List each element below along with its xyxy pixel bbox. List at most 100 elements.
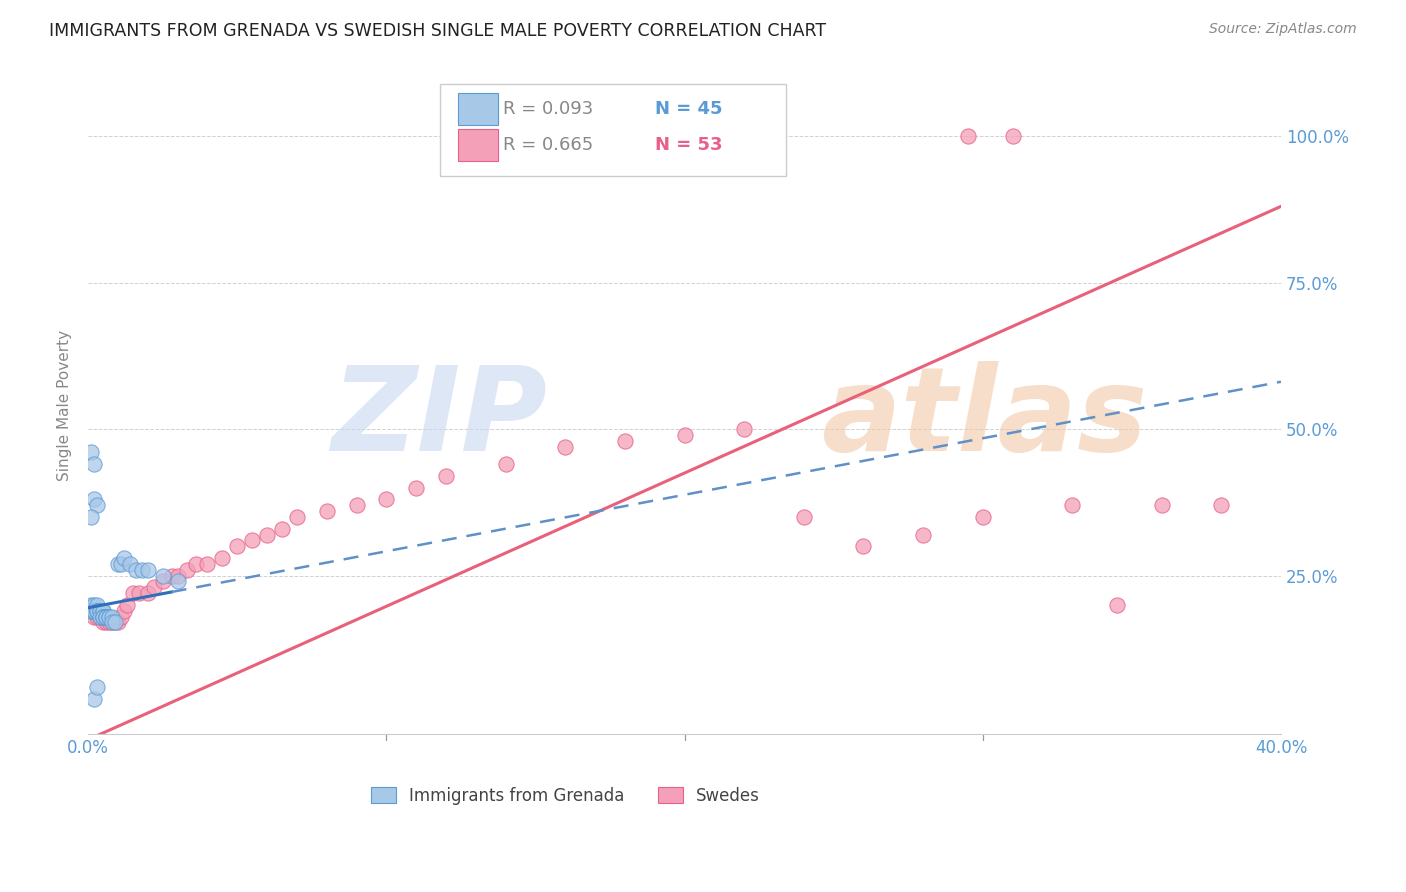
FancyBboxPatch shape <box>440 84 786 176</box>
Point <box>956 129 979 144</box>
Point <box>104 615 127 630</box>
Point <box>91 604 114 618</box>
Point <box>375 492 398 507</box>
Text: N = 53: N = 53 <box>655 136 723 154</box>
Point <box>136 563 159 577</box>
Point <box>128 586 150 600</box>
Point <box>122 586 145 600</box>
Point <box>91 604 114 618</box>
Legend: Immigrants from Grenada, Swedes: Immigrants from Grenada, Swedes <box>363 778 768 813</box>
Point <box>112 551 135 566</box>
Point <box>110 557 132 571</box>
Text: ZIP: ZIP <box>332 361 547 476</box>
Point <box>86 680 108 694</box>
Point <box>94 615 117 630</box>
Point <box>495 457 517 471</box>
Point <box>83 598 105 612</box>
Point <box>83 604 105 618</box>
Text: IMMIGRANTS FROM GRENADA VS SWEDISH SINGLE MALE POVERTY CORRELATION CHART: IMMIGRANTS FROM GRENADA VS SWEDISH SINGL… <box>49 22 827 40</box>
Point <box>94 609 117 624</box>
Point <box>142 580 165 594</box>
Point <box>131 563 153 577</box>
Point <box>86 604 108 618</box>
Point <box>101 609 124 624</box>
Point <box>89 609 111 624</box>
Point <box>673 428 696 442</box>
Point <box>125 563 148 577</box>
Point <box>152 568 174 582</box>
Point <box>346 498 368 512</box>
Point <box>83 604 105 618</box>
Point <box>80 598 103 612</box>
Point <box>86 604 108 618</box>
Point <box>86 498 108 512</box>
Point <box>197 557 219 571</box>
Point <box>80 604 103 618</box>
Point <box>101 615 124 630</box>
Point <box>91 609 114 624</box>
Point <box>94 609 117 624</box>
Point <box>434 469 457 483</box>
Point <box>136 586 159 600</box>
Point <box>86 604 108 618</box>
Point <box>89 609 111 624</box>
Point <box>107 557 129 571</box>
FancyBboxPatch shape <box>458 93 499 126</box>
Point <box>83 492 105 507</box>
Point <box>1062 498 1084 512</box>
Point <box>1001 129 1024 144</box>
Point <box>315 504 337 518</box>
Point <box>86 598 108 612</box>
Point <box>613 434 636 448</box>
Point <box>240 533 263 548</box>
Point <box>256 527 278 541</box>
Point <box>972 510 994 524</box>
FancyBboxPatch shape <box>458 128 499 161</box>
Point <box>160 568 183 582</box>
Point <box>98 609 121 624</box>
Point <box>107 615 129 630</box>
Point <box>86 604 108 618</box>
Point <box>226 539 249 553</box>
Point <box>793 510 815 524</box>
Text: R = 0.665: R = 0.665 <box>503 136 593 154</box>
Point <box>1211 498 1233 512</box>
Point <box>91 615 114 630</box>
Point <box>405 481 427 495</box>
Point <box>118 557 141 571</box>
Point <box>285 510 308 524</box>
Point <box>554 440 576 454</box>
Point <box>1150 498 1173 512</box>
Point <box>91 609 114 624</box>
Point <box>80 510 103 524</box>
Point <box>89 604 111 618</box>
Point <box>83 457 105 471</box>
Point <box>91 609 114 624</box>
Point <box>271 522 294 536</box>
Point <box>110 609 132 624</box>
Point <box>98 615 121 630</box>
Point <box>89 609 111 624</box>
Point <box>166 568 188 582</box>
Point <box>152 574 174 589</box>
Point <box>80 445 103 459</box>
Point <box>89 604 111 618</box>
Point <box>86 609 108 624</box>
Point <box>176 563 198 577</box>
Point <box>86 604 108 618</box>
Point <box>94 609 117 624</box>
Point <box>184 557 207 571</box>
Y-axis label: Single Male Poverty: Single Male Poverty <box>58 330 72 481</box>
Point <box>115 598 138 612</box>
Text: R = 0.093: R = 0.093 <box>503 100 593 118</box>
Point <box>98 609 121 624</box>
Point <box>94 609 117 624</box>
Point <box>83 604 105 618</box>
Point <box>101 615 124 630</box>
Point <box>211 551 233 566</box>
Point <box>80 604 103 618</box>
Point <box>733 422 755 436</box>
Point <box>80 604 103 618</box>
Text: N = 45: N = 45 <box>655 100 723 118</box>
Point <box>91 609 114 624</box>
